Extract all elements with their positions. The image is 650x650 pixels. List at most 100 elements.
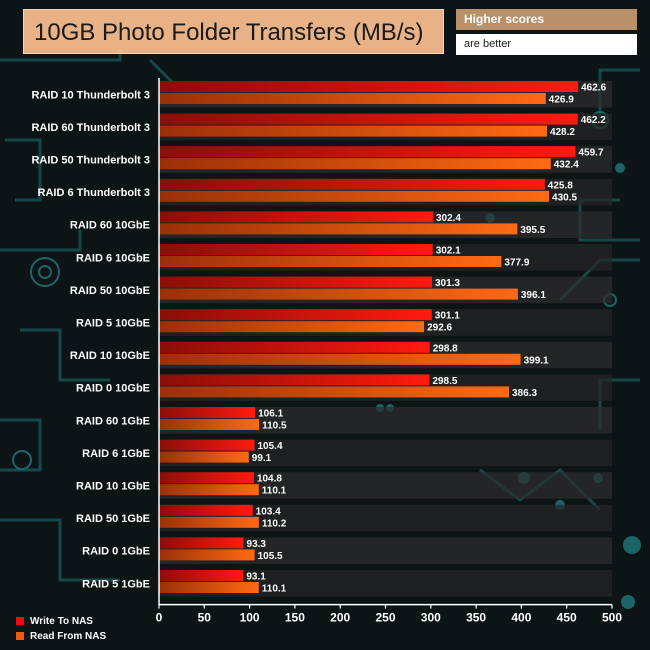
data-label: 110.1 [262,584,287,595]
x-tick-label: 500 [602,611,622,625]
x-tick-label: 0 [156,611,163,625]
data-label: 428.2 [550,127,575,138]
data-label: 396.1 [521,290,546,301]
bar-write [159,537,244,549]
data-label: 104.8 [257,474,282,485]
legend-item-write: Write To NAS [16,616,93,627]
bar-write [159,374,430,386]
category-label: RAID 10 Thunderbolt 3 [31,89,150,101]
are-better-note: are better [456,34,637,55]
bar-write [159,244,433,255]
bar-write [159,504,253,516]
x-tick-label: 300 [421,611,441,625]
category-label: RAID 5 1GbE [82,578,150,590]
category-label: RAID 10 10GbE [70,350,150,362]
data-label: 301.3 [435,278,460,289]
higher-scores-text: Higher scores [464,12,545,26]
data-label: 105.4 [257,441,282,452]
data-label: 93.1 [246,572,266,583]
category-label: RAID 60 1GbE [76,415,150,427]
data-label: 399.1 [524,355,549,366]
category-label: RAID 6 Thunderbolt 3 [38,187,150,199]
are-better-text: are better [464,38,512,50]
category-label: RAID 6 10GbE [76,252,150,264]
data-label: 298.8 [433,343,458,354]
chart-title-box: 10GB Photo Folder Transfers (MB/s) [23,9,444,54]
category-label: RAID 5 10GbE [76,318,150,330]
data-label: 110.5 [262,421,287,432]
data-label: 103.4 [256,506,281,517]
data-label: 377.9 [504,258,529,269]
bar-read [159,288,518,300]
data-label: 106.1 [258,409,283,420]
x-tick-label: 50 [198,611,212,625]
legend-label-write: Write To NAS [30,616,93,627]
data-label: 462.2 [581,115,606,126]
data-label: 459.7 [578,148,603,159]
data-label: 462.6 [581,83,606,94]
bar-write [159,570,244,581]
higher-scores-note: Higher scores [456,9,637,30]
bar-write [159,472,254,484]
category-label: RAID 50 10GbE [70,285,150,297]
chart-title: 10GB Photo Folder Transfers (MB/s) [34,19,424,46]
bar-write [159,81,579,92]
bar-write [159,439,255,451]
bar-read [159,321,425,333]
bar-write [159,113,578,125]
bar-read [159,223,518,235]
x-tick-label: 350 [466,611,486,625]
category-label: RAID 60 Thunderbolt 3 [31,122,150,134]
category-label: RAID 6 1GbE [82,448,150,460]
bar-read [159,353,521,365]
bar-read [159,93,546,104]
data-label: 302.1 [436,246,461,257]
category-label: RAID 50 Thunderbolt 3 [31,155,150,167]
bar-read [159,190,550,202]
bar-write [159,211,433,223]
data-label: 105.5 [258,551,283,562]
category-label: RAID 10 1GbE [76,481,150,493]
bar-read [159,125,547,137]
bar-read [159,419,260,430]
bar-write [159,309,432,321]
x-tick-label: 100 [240,611,260,625]
category-label: RAID 50 1GbE [76,513,150,525]
bar-read [159,158,551,170]
category-label: RAID 0 10GbE [76,383,150,395]
legend-item-read: Read From NAS [16,631,106,642]
bar-write [159,407,256,418]
data-label: 110.2 [262,518,287,529]
data-label: 292.6 [427,323,452,334]
legend-label-read: Read From NAS [30,631,107,642]
bar-read [159,516,259,528]
data-label: 386.3 [512,388,537,399]
data-label: 302.4 [436,213,461,224]
x-tick-label: 200 [330,611,350,625]
data-label: 99.1 [252,453,272,464]
x-tick-label: 150 [285,611,305,625]
bar-read [159,549,255,561]
data-label: 93.3 [247,539,267,550]
data-label: 110.1 [262,486,287,497]
bar-write [159,276,432,288]
data-label: 301.1 [435,311,460,322]
legend-swatch-read [16,632,24,640]
bar-read [159,451,249,463]
data-label: 432.4 [554,160,579,171]
category-label: RAID 0 1GbE [82,546,150,558]
x-tick-label: 450 [557,611,577,625]
x-tick-label: 400 [511,611,531,625]
bar-read [159,484,259,496]
legend-swatch-write [16,617,24,625]
bar-read [159,256,502,267]
bar-read [159,386,509,398]
x-tick-label: 250 [375,611,395,625]
data-label: 430.5 [552,192,577,203]
data-label: 425.8 [548,180,573,191]
data-label: 395.5 [520,225,545,236]
data-label: 298.5 [432,376,457,387]
bar-write [159,341,430,353]
